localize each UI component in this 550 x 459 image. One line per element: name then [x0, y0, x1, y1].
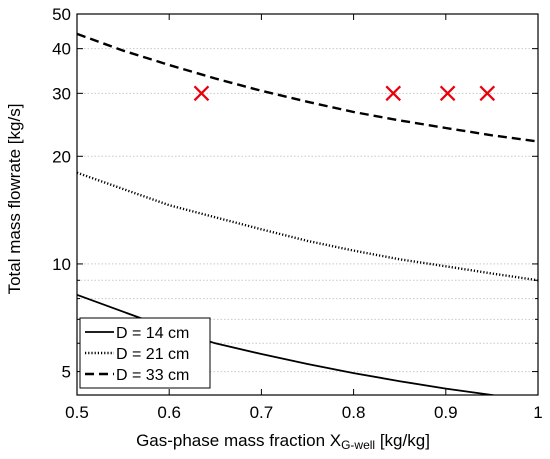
x-marker-stroke [385, 85, 402, 102]
legend-label: D = 21 cm [116, 346, 189, 363]
x-tick-label: 1 [533, 403, 542, 422]
plot-frame [76, 13, 539, 396]
x-marker-stroke [193, 85, 210, 102]
x-marker-stroke [439, 85, 456, 102]
x-tick-label: 0.5 [65, 403, 89, 422]
y-tick-label: 10 [52, 255, 71, 274]
legend: D = 14 cm D = 21 cm D = 33 cm [79, 317, 211, 389]
legend-label: D = 14 cm [116, 325, 189, 342]
axis-ticks: 5 10 20 30 40 50 0.5 0.6 0.7 0.8 0.9 1 [52, 5, 543, 422]
y-tick-label: 20 [52, 147, 71, 166]
series-line-d-33-cm [77, 32, 538, 143]
x-marker-stroke [479, 85, 496, 102]
x-tick-label: 0.7 [250, 403, 274, 422]
x-marker [439, 85, 456, 102]
y-tick-label: 50 [52, 5, 71, 24]
x-marker [479, 85, 496, 102]
x-tick-label: 0.9 [434, 403, 458, 422]
y-tick-label: 30 [52, 84, 71, 103]
x-marker [193, 85, 210, 102]
data-markers [193, 85, 496, 102]
x-axis-label-subscript: G-well [341, 438, 375, 452]
y-tick-label: 5 [62, 363, 71, 382]
x-axis-label-units: [kg/kg] [375, 431, 430, 450]
x-tick-label: 0.6 [157, 403, 181, 422]
series-line-d-21-cm [77, 171, 538, 282]
x-tick-label: 0.8 [342, 403, 366, 422]
legend-label: D = 33 cm [116, 367, 189, 384]
x-axis-label: Gas-phase mass fraction XG-well [kg/kg] [136, 431, 430, 452]
y-axis-label: Total mass flowrate [kg/s] [5, 104, 24, 295]
x-axis-label-main: Gas-phase mass fraction X [136, 431, 341, 450]
x-marker [385, 85, 402, 102]
y-tick-label: 40 [52, 40, 71, 59]
